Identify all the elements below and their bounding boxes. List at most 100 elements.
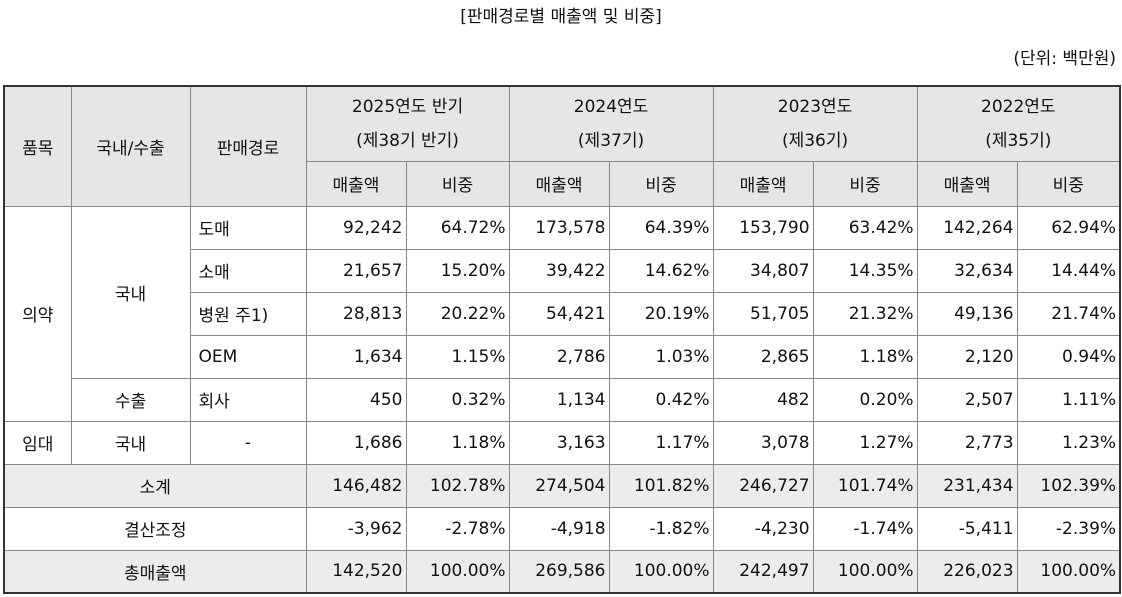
- column-header: 매출액: [712, 160, 814, 207]
- value-cell: 242,497: [712, 549, 814, 594]
- value-cell: 49,136: [916, 291, 1018, 336]
- value-cell: -2.39%: [1016, 506, 1121, 551]
- channel-cell: OEM: [189, 334, 307, 379]
- value-cell: 102.39%: [1016, 463, 1121, 508]
- value-cell: 64.39%: [608, 205, 714, 250]
- table-row: 의약 국내 도매 92,242 64.72% 173,578 64.39% 153,790 63…: [3, 205, 1121, 422]
- value-cell: -3,962: [305, 506, 407, 551]
- value-cell: 100.00%: [405, 549, 510, 594]
- value-cell: 15.20%: [405, 248, 510, 293]
- region-cell: 수출: [70, 377, 191, 422]
- value-cell: 101.82%: [608, 463, 714, 508]
- period-header: 2025연도 반기 (제38기 반기): [305, 85, 510, 162]
- table-row: 결산조정 -3,962 -2.78% -4,918 -1.82% -4,230 -1.74%…: [3, 506, 1121, 551]
- table-row: 소계 146,482 102.78% 274,504 101.82% 246,727 101…: [3, 463, 1121, 508]
- title: [판매경로별 매출액 및 비중]: [460, 7, 662, 27]
- value-cell: 0.94%: [1016, 334, 1121, 379]
- value-cell: 1.27%: [812, 420, 918, 465]
- value-cell: 1.17%: [608, 420, 714, 465]
- table-row: 총매출액 142,520 100.00% 269,586 100.00% 242,497 1…: [3, 549, 1121, 594]
- value-cell: 1,686: [305, 420, 407, 465]
- period-year: 2022연도: [981, 96, 1056, 117]
- row-label: 소계: [3, 463, 307, 508]
- value-cell: 20.19%: [608, 291, 714, 336]
- value-cell: 246,727: [712, 463, 814, 508]
- column-header: 매출액: [508, 160, 610, 207]
- header-row: 품목 국내/수출 판매경로 2025연도 반기 (제38기 반기) 2024연도 (제37기…: [3, 85, 1121, 207]
- value-cell: 2,865: [712, 334, 814, 379]
- unit: (단위: 백만원): [1013, 49, 1116, 69]
- value-cell: 1.18%: [812, 334, 918, 379]
- row-label: 총매출액: [3, 549, 307, 594]
- value-cell: 39,422: [508, 248, 610, 293]
- table-row: 수출 회사 450 0.32% 1,134 0.42% 482 0.20% 2,507 1.11%: [4, 377, 1121, 422]
- value-cell: 173,578: [508, 205, 610, 250]
- value-cell: 482: [712, 377, 814, 422]
- channel-cell: 회사: [189, 377, 307, 422]
- period-year: 2023연도: [777, 96, 853, 117]
- value-cell: 102.78%: [405, 463, 510, 508]
- period-term: (제36기): [781, 130, 849, 151]
- value-cell: 51,705: [712, 291, 814, 336]
- value-cell: 0.20%: [812, 377, 918, 422]
- value-cell: 100.00%: [608, 549, 714, 594]
- column-header: 비중: [405, 160, 510, 207]
- value-cell: -1.82%: [608, 506, 714, 551]
- channel-cell: -: [189, 420, 307, 465]
- value-cell: 1.23%: [1016, 420, 1121, 465]
- value-cell: -2.78%: [405, 506, 510, 551]
- value-cell: 153,790: [712, 205, 814, 250]
- value-cell: 269,586: [508, 549, 610, 594]
- value-cell: 21.74%: [1016, 291, 1121, 336]
- value-cell: 64.72%: [405, 205, 510, 250]
- channel-cell: 소매: [189, 248, 307, 293]
- period-term: (제35기): [985, 130, 1052, 151]
- column-header: 국내/수출: [70, 85, 191, 207]
- period-year: 2025연도 반기: [351, 96, 464, 117]
- header-row: 매출액 비중 매출액 비중 매출액 비중 매출액 비중: [4, 160, 1121, 207]
- row-label: 결산조정: [3, 506, 307, 551]
- period-header: 2024연도 (제37기): [508, 85, 714, 162]
- value-cell: 63.42%: [812, 205, 918, 250]
- table-row: 병원 주1) 28,813 20.22% 54,421 20.19% 51,705 21.3…: [4, 291, 1121, 336]
- value-cell: 142,520: [305, 549, 407, 594]
- value-cell: 226,023: [916, 549, 1018, 594]
- region-cell: 국내: [70, 205, 191, 379]
- value-cell: 274,504: [508, 463, 610, 508]
- value-cell: 3,163: [508, 420, 610, 465]
- item-cell: 의약: [3, 205, 72, 422]
- period-term: (제37기): [577, 130, 645, 151]
- value-cell: 34,807: [712, 248, 814, 293]
- sales-table: 품목 국내/수출 판매경로 2025연도 반기 (제38기 반기) 2024연도 (제37기…: [3, 85, 1122, 594]
- value-cell: -4,918: [508, 506, 610, 551]
- value-cell: 1.03%: [608, 334, 714, 379]
- value-cell: 231,434: [916, 463, 1018, 508]
- table-row: 소매 21,657 15.20% 39,422 14.62% 34,807 14.35% 32…: [4, 248, 1121, 293]
- value-cell: 1.18%: [405, 420, 510, 465]
- channel-cell: 도매: [189, 205, 307, 250]
- column-header: 비중: [608, 160, 714, 207]
- period-header: 2022연도 (제35기): [916, 85, 1121, 162]
- column-header: 비중: [1016, 160, 1121, 207]
- value-cell: -4,230: [712, 506, 814, 551]
- column-header: 매출액: [916, 160, 1018, 207]
- value-cell: 32,634: [916, 248, 1018, 293]
- value-cell: 450: [305, 377, 407, 422]
- value-cell: 1.11%: [1016, 377, 1121, 422]
- column-header: 비중: [812, 160, 918, 207]
- value-cell: 0.32%: [405, 377, 510, 422]
- value-cell: 2,507: [916, 377, 1018, 422]
- value-cell: -1.74%: [812, 506, 918, 551]
- value-cell: 142,264: [916, 205, 1018, 250]
- value-cell: 146,482: [305, 463, 407, 508]
- value-cell: 100.00%: [812, 549, 918, 594]
- column-header: 판매경로: [189, 85, 307, 207]
- region-cell: 국내: [70, 420, 191, 465]
- value-cell: 101.74%: [812, 463, 918, 508]
- value-cell: 2,786: [508, 334, 610, 379]
- value-cell: 1,634: [305, 334, 407, 379]
- value-cell: 28,813: [305, 291, 407, 336]
- value-cell: 14.44%: [1016, 248, 1121, 293]
- value-cell: 14.62%: [608, 248, 714, 293]
